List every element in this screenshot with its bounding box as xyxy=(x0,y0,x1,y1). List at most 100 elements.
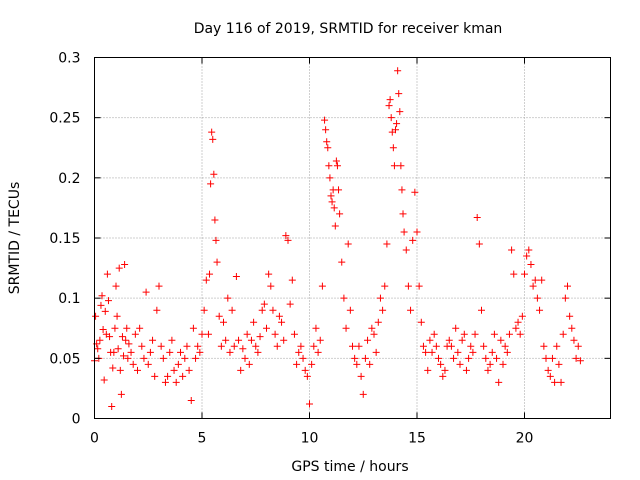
y-tick-label: 0.25 xyxy=(49,111,80,127)
data-point xyxy=(209,135,217,143)
data-point xyxy=(531,276,539,284)
data-point xyxy=(467,342,475,350)
data-point xyxy=(454,348,462,356)
data-point xyxy=(441,366,449,374)
axes: 0 5 10 15 20 0 0.05 0.1 0.15 0.2 0.25 0.3 xyxy=(49,51,611,447)
data-point xyxy=(271,330,279,338)
data-point xyxy=(555,360,563,368)
data-point xyxy=(386,96,394,104)
data-point xyxy=(452,324,460,332)
data-point xyxy=(228,306,236,314)
data-point xyxy=(510,270,518,278)
data-point xyxy=(185,366,193,374)
data-point xyxy=(286,300,294,308)
data-point xyxy=(136,324,144,332)
data-point xyxy=(104,297,112,305)
data-point xyxy=(542,354,550,362)
data-point xyxy=(222,336,230,344)
data-point xyxy=(210,170,218,178)
data-point xyxy=(290,330,298,338)
data-point xyxy=(389,144,397,152)
data-point xyxy=(149,336,157,344)
data-point xyxy=(161,378,169,386)
data-point xyxy=(324,144,332,152)
data-point xyxy=(247,336,255,344)
data-point xyxy=(321,116,329,124)
data-point xyxy=(98,292,106,300)
data-point xyxy=(112,282,120,290)
data-point xyxy=(151,372,159,380)
data-point xyxy=(278,318,286,326)
y-tick-label: 0.2 xyxy=(58,171,80,187)
data-point xyxy=(516,330,524,338)
data-point xyxy=(314,348,322,356)
data-point xyxy=(419,342,427,350)
data-point xyxy=(306,400,313,408)
data-point xyxy=(495,378,503,386)
data-point xyxy=(267,282,275,290)
data-point xyxy=(232,273,240,281)
data-point xyxy=(120,352,128,360)
data-point xyxy=(299,354,307,362)
data-point xyxy=(96,336,104,344)
y-tick-label: 0 xyxy=(72,412,81,428)
data-point xyxy=(213,258,221,266)
data-point xyxy=(134,366,141,374)
data-point xyxy=(508,246,516,254)
x-tick-label: 15 xyxy=(408,431,426,447)
data-point xyxy=(527,260,535,268)
data-point xyxy=(559,330,567,338)
data-point xyxy=(482,354,490,362)
data-point xyxy=(533,294,541,302)
data-point xyxy=(359,390,367,398)
data-point xyxy=(381,282,389,290)
data-point xyxy=(308,360,316,368)
data-point xyxy=(374,318,382,326)
data-point xyxy=(415,282,423,290)
data-point xyxy=(111,324,119,332)
x-axis-label: GPS time / hours xyxy=(291,459,408,475)
data-point xyxy=(174,360,182,368)
data-point xyxy=(512,324,520,332)
data-point xyxy=(540,342,548,350)
data-point xyxy=(250,318,258,326)
data-point xyxy=(501,342,509,350)
data-point xyxy=(396,108,404,116)
data-point xyxy=(340,294,348,302)
data-point xyxy=(546,372,554,380)
data-point xyxy=(310,342,318,350)
data-point xyxy=(411,188,419,196)
data-point xyxy=(330,204,338,212)
data-point xyxy=(548,354,556,362)
data-point xyxy=(181,354,189,362)
data-point xyxy=(183,342,191,350)
data-point xyxy=(576,357,584,365)
data-point xyxy=(166,348,174,356)
data-point xyxy=(117,390,125,398)
y-tick-label: 0.15 xyxy=(49,231,80,247)
data-point xyxy=(437,360,445,368)
data-point xyxy=(430,330,438,338)
data-point xyxy=(342,324,350,332)
data-point xyxy=(144,360,152,368)
data-point xyxy=(428,348,436,356)
data-point xyxy=(99,325,107,333)
data-point xyxy=(114,345,122,353)
data-point xyxy=(284,236,292,244)
data-point xyxy=(424,366,432,374)
data-point xyxy=(525,246,533,254)
data-point xyxy=(471,330,479,338)
data-point xyxy=(157,342,165,350)
data-point xyxy=(370,330,378,338)
data-point xyxy=(390,162,398,170)
y-tick-label: 0.3 xyxy=(58,51,80,67)
data-point xyxy=(432,342,440,350)
data-point xyxy=(338,258,346,266)
data-point xyxy=(395,90,403,98)
data-point xyxy=(407,306,415,314)
data-point xyxy=(235,336,243,344)
data-point xyxy=(142,288,150,296)
data-point xyxy=(164,372,172,380)
data-point xyxy=(439,372,447,380)
